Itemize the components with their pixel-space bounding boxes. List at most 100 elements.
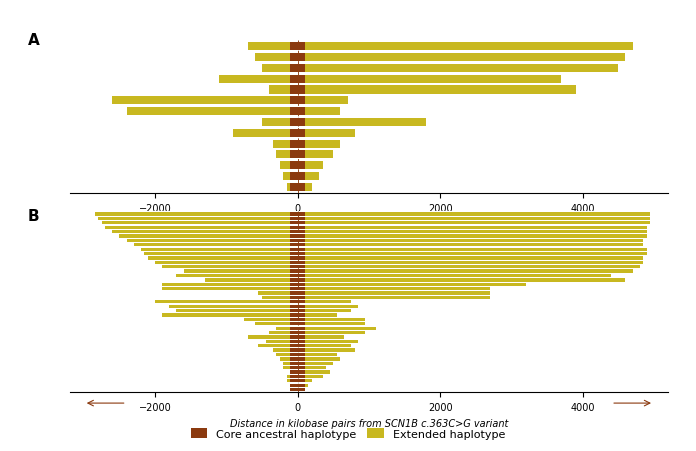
Bar — [287, 375, 322, 378]
Bar — [290, 327, 305, 330]
Bar — [290, 318, 305, 321]
Bar — [290, 379, 305, 382]
Bar — [177, 274, 611, 277]
Bar — [290, 226, 305, 230]
Bar — [290, 173, 305, 181]
Bar — [290, 388, 305, 391]
Bar — [290, 140, 305, 148]
Bar — [290, 257, 305, 260]
Bar — [290, 222, 305, 225]
Bar — [276, 151, 333, 159]
Bar — [290, 384, 308, 387]
Bar — [177, 309, 351, 313]
Bar — [273, 140, 340, 148]
Bar — [248, 336, 344, 339]
Bar — [290, 270, 305, 273]
Bar — [290, 322, 305, 326]
X-axis label: Distance in kilobase pairs from SCN1B c.363C>G variant: Distance in kilobase pairs from SCN1B c.… — [230, 219, 508, 229]
Bar — [290, 253, 305, 256]
Bar — [205, 279, 626, 282]
Bar — [290, 244, 305, 247]
Bar — [287, 379, 312, 382]
Bar — [290, 340, 305, 343]
Bar — [290, 239, 305, 243]
Bar — [290, 371, 305, 374]
Bar — [290, 151, 305, 159]
Bar — [290, 43, 305, 51]
Bar — [145, 253, 647, 256]
Text: A: A — [28, 33, 40, 48]
Bar — [283, 362, 333, 365]
Bar — [248, 43, 633, 51]
Bar — [120, 235, 647, 238]
Bar — [290, 287, 305, 291]
Bar — [283, 366, 326, 369]
Bar — [283, 173, 319, 181]
Bar — [244, 318, 365, 321]
Bar — [290, 97, 305, 105]
Bar — [290, 230, 305, 234]
Bar — [262, 64, 618, 73]
Bar — [290, 86, 305, 94]
Bar — [290, 235, 305, 238]
Bar — [290, 384, 305, 387]
Bar — [290, 344, 305, 348]
Bar — [141, 248, 647, 251]
Bar — [233, 129, 355, 138]
Bar — [262, 296, 490, 299]
Bar — [290, 300, 305, 304]
Bar — [290, 266, 305, 269]
Bar — [290, 358, 305, 361]
Bar — [258, 344, 351, 348]
Bar — [255, 54, 626, 62]
Bar — [290, 313, 305, 317]
Bar — [127, 239, 643, 243]
Bar — [169, 305, 358, 308]
Bar — [290, 248, 305, 251]
Bar — [276, 327, 376, 330]
Bar — [162, 287, 490, 291]
Bar — [155, 300, 351, 304]
Bar — [290, 64, 305, 73]
Bar — [290, 274, 305, 277]
Bar — [290, 119, 305, 127]
Bar — [255, 322, 365, 326]
Bar — [280, 358, 340, 361]
X-axis label: Distance in kilobase pairs from SCN1B c.363C>G variant: Distance in kilobase pairs from SCN1B c.… — [230, 418, 508, 428]
Bar — [258, 292, 490, 295]
Bar — [290, 362, 305, 365]
Bar — [273, 349, 355, 352]
Bar — [290, 75, 305, 83]
Bar — [102, 222, 650, 225]
Bar — [290, 309, 305, 313]
Bar — [294, 388, 305, 391]
Bar — [98, 217, 650, 221]
Bar — [184, 270, 633, 273]
Bar — [290, 283, 305, 286]
Bar — [290, 261, 305, 264]
Bar — [162, 283, 525, 286]
Bar — [290, 162, 305, 170]
Bar — [287, 184, 312, 192]
Bar — [266, 340, 358, 343]
Bar — [290, 371, 330, 374]
Bar — [290, 305, 305, 308]
Text: B: B — [28, 208, 40, 223]
Bar — [290, 353, 305, 356]
Bar — [95, 213, 650, 216]
Bar — [290, 349, 305, 352]
Bar — [290, 129, 305, 138]
Bar — [290, 54, 305, 62]
Bar — [148, 257, 643, 260]
Bar — [290, 184, 305, 192]
Bar — [290, 296, 305, 299]
Bar — [290, 108, 305, 116]
Bar — [290, 292, 305, 295]
Bar — [290, 375, 305, 378]
Bar — [162, 313, 337, 317]
Bar — [276, 353, 337, 356]
Bar — [290, 279, 305, 282]
Bar — [112, 230, 647, 234]
Bar — [290, 217, 305, 221]
Bar — [262, 119, 426, 127]
